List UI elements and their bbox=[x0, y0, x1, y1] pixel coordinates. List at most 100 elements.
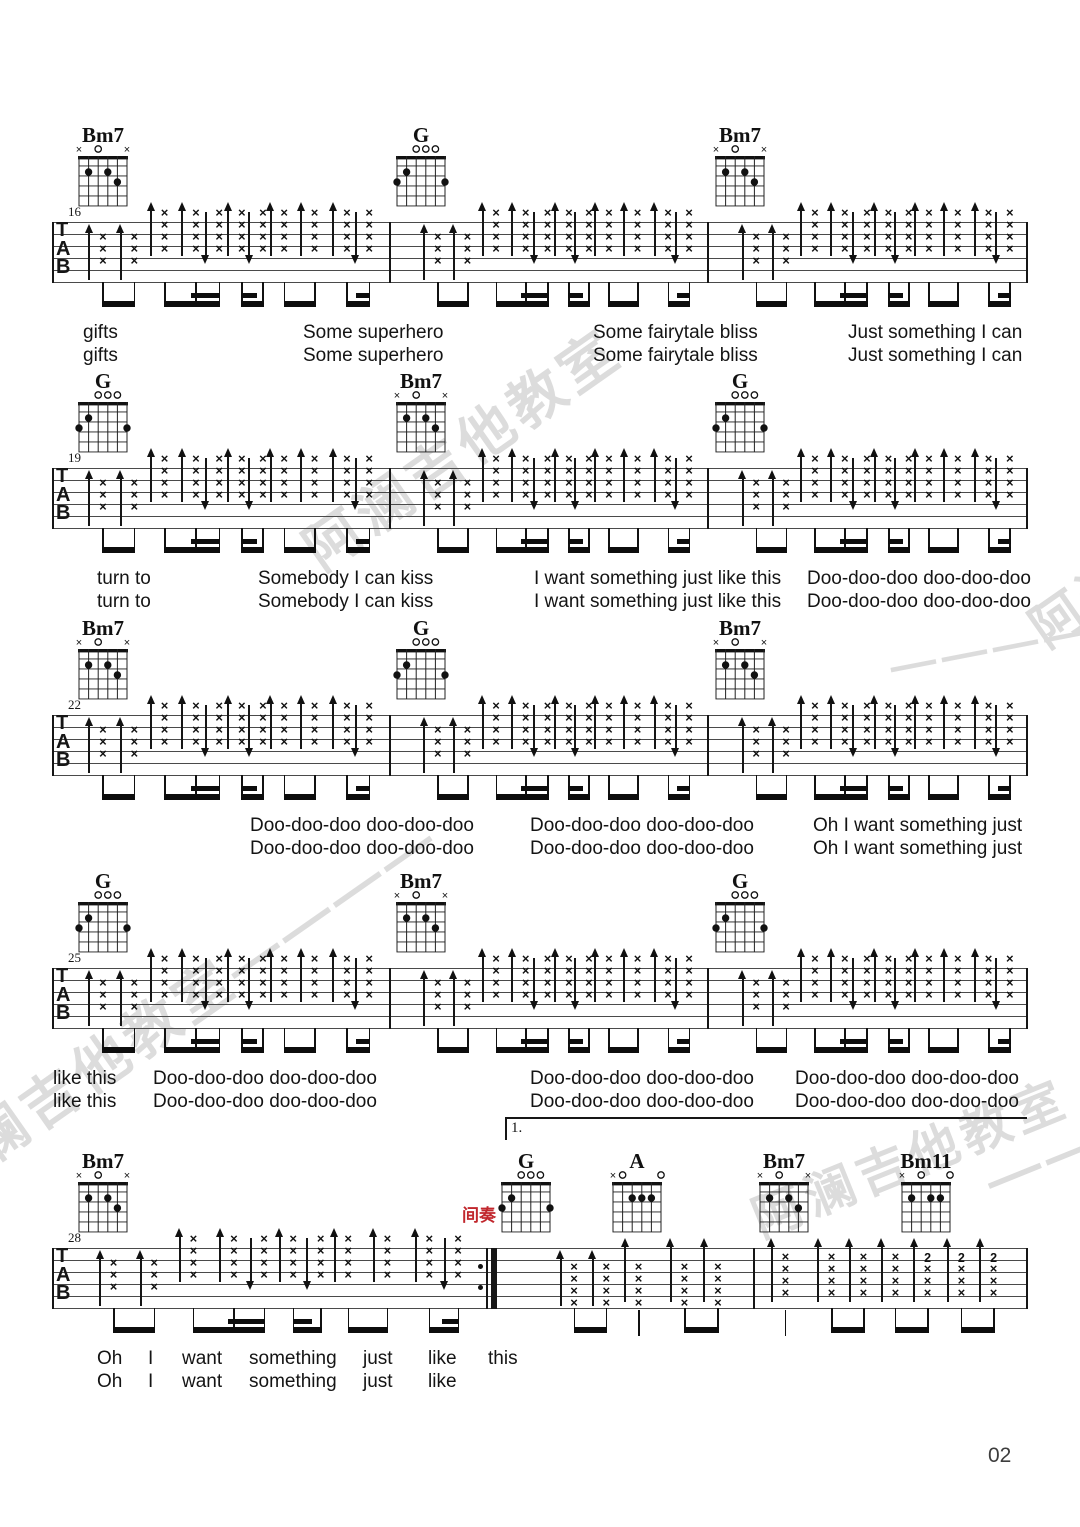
beam-sixteenth bbox=[677, 293, 691, 298]
note-stem bbox=[346, 528, 348, 553]
note-stem bbox=[608, 528, 611, 553]
mute-x-mark: × bbox=[827, 1273, 836, 1288]
mute-x-mark: × bbox=[984, 734, 993, 749]
strum-arrow-shaft bbox=[227, 956, 230, 1002]
mute-x-mark: × bbox=[752, 975, 760, 990]
mute-x-mark: × bbox=[781, 1249, 790, 1264]
mute-x-mark: × bbox=[664, 229, 672, 244]
mute-x-mark: × bbox=[565, 698, 573, 713]
strum-arrow-shaft bbox=[830, 210, 833, 256]
mute-x-mark: × bbox=[565, 241, 573, 256]
mute-x-mark: × bbox=[1005, 241, 1014, 256]
strum-arrow-shaft bbox=[995, 458, 998, 502]
tab-clef-letter: B bbox=[56, 256, 71, 278]
note-stem bbox=[862, 1308, 865, 1333]
note-stem bbox=[495, 528, 498, 553]
strum-up-arrowhead-icon bbox=[146, 695, 155, 704]
strum-arrow-shaft bbox=[880, 1246, 883, 1302]
mute-x-mark: × bbox=[827, 1285, 836, 1300]
mute-x-mark: × bbox=[664, 475, 672, 490]
strum-up-arrowhead-icon bbox=[177, 448, 186, 457]
mute-x-mark: × bbox=[884, 241, 893, 256]
beam-eighth bbox=[346, 301, 371, 307]
mute-x-mark: × bbox=[565, 987, 573, 1002]
mute-x-mark: × bbox=[840, 951, 849, 966]
mute-x-mark: × bbox=[602, 1295, 611, 1310]
note-stem bbox=[785, 528, 788, 553]
mute-x-mark: × bbox=[904, 241, 913, 256]
staff-line bbox=[52, 480, 1028, 482]
mute-x-mark: × bbox=[984, 698, 993, 713]
chord-diagram-Bm7: Bm7 × × bbox=[746, 1149, 822, 1238]
beam-eighth bbox=[608, 547, 639, 553]
mute-x-mark: × bbox=[543, 698, 552, 713]
strum-down-arrowhead-icon bbox=[671, 748, 680, 757]
mute-x-mark: × bbox=[664, 987, 672, 1002]
mute-x-mark: × bbox=[365, 734, 373, 749]
mute-x-mark: × bbox=[492, 722, 500, 737]
mute-x-mark: × bbox=[605, 987, 613, 1002]
mute-x-mark: × bbox=[984, 722, 993, 737]
strum-arrow-shaft bbox=[306, 1238, 309, 1282]
strum-arrow-shaft bbox=[150, 456, 153, 502]
mute-x-mark: × bbox=[605, 475, 613, 490]
strum-up-arrowhead-icon bbox=[590, 695, 599, 704]
mute-x-mark: × bbox=[685, 475, 693, 490]
strum-arrow-shaft bbox=[873, 956, 876, 1002]
note-stem bbox=[637, 282, 639, 307]
mute-x-mark: × bbox=[953, 722, 962, 737]
chord-diagram-G: G bbox=[383, 123, 459, 212]
mute-x-mark: × bbox=[585, 734, 593, 749]
strum-up-arrowhead-icon bbox=[650, 948, 659, 957]
strum-arrow-shaft bbox=[204, 212, 207, 256]
strum-up-arrowhead-icon bbox=[796, 948, 805, 957]
note-stem bbox=[667, 1028, 670, 1053]
mute-x-mark: × bbox=[884, 451, 893, 466]
chord-grid-A: A× bbox=[610, 1149, 665, 1233]
strum-up-arrowhead-icon bbox=[826, 948, 835, 957]
svg-text:×: × bbox=[76, 1170, 82, 1182]
strum-arrow-shaft bbox=[995, 212, 998, 256]
mute-x-mark: × bbox=[463, 999, 472, 1014]
strum-arrow-shaft bbox=[703, 1246, 706, 1302]
strum-up-arrowhead-icon bbox=[478, 202, 487, 211]
mute-x-mark: × bbox=[160, 963, 169, 978]
mute-x-mark: × bbox=[752, 487, 760, 502]
mute-x-mark: × bbox=[633, 698, 642, 713]
mute-x-mark: × bbox=[565, 217, 573, 232]
strum-up-arrowhead-icon bbox=[223, 948, 232, 957]
mute-x-mark: × bbox=[365, 710, 373, 725]
strum-up-arrowhead-icon bbox=[738, 970, 747, 979]
strum-up-arrowhead-icon bbox=[970, 448, 979, 457]
strum-arrow-shaft bbox=[741, 725, 744, 773]
svg-text:×: × bbox=[442, 390, 448, 402]
mute-x-mark: × bbox=[840, 722, 849, 737]
beam-sixteenth bbox=[521, 1039, 549, 1044]
mute-x-mark: × bbox=[280, 722, 288, 737]
mute-x-mark: × bbox=[310, 217, 319, 232]
strum-up-arrowhead-icon bbox=[910, 948, 919, 957]
beam-sixteenth bbox=[356, 293, 371, 298]
note-stem bbox=[437, 528, 439, 553]
mute-x-mark: × bbox=[215, 217, 223, 232]
strum-down-arrowhead-icon bbox=[570, 501, 579, 510]
svg-text:G: G bbox=[413, 126, 429, 147]
mute-x-mark: × bbox=[840, 963, 849, 978]
staff-line bbox=[52, 1296, 1028, 1298]
mute-x-mark: × bbox=[664, 217, 672, 232]
mute-x-mark: × bbox=[585, 710, 593, 725]
mute-x-mark: × bbox=[585, 698, 593, 713]
beam-eighth bbox=[755, 1047, 788, 1053]
strum-up-arrowhead-icon bbox=[369, 1228, 378, 1237]
mute-x-mark: × bbox=[289, 1243, 298, 1258]
mute-x-mark: × bbox=[605, 241, 613, 256]
mute-x-mark: × bbox=[543, 241, 552, 256]
tab-clef-letter: T bbox=[56, 712, 69, 734]
mute-x-mark: × bbox=[99, 241, 107, 256]
strum-arrow-shaft bbox=[181, 703, 184, 749]
mute-x-mark: × bbox=[343, 229, 351, 244]
strum-arrow-shaft bbox=[674, 705, 677, 749]
mute-x-mark: × bbox=[904, 722, 913, 737]
mute-x-mark: × bbox=[811, 487, 819, 502]
mute-x-mark: × bbox=[434, 487, 442, 502]
